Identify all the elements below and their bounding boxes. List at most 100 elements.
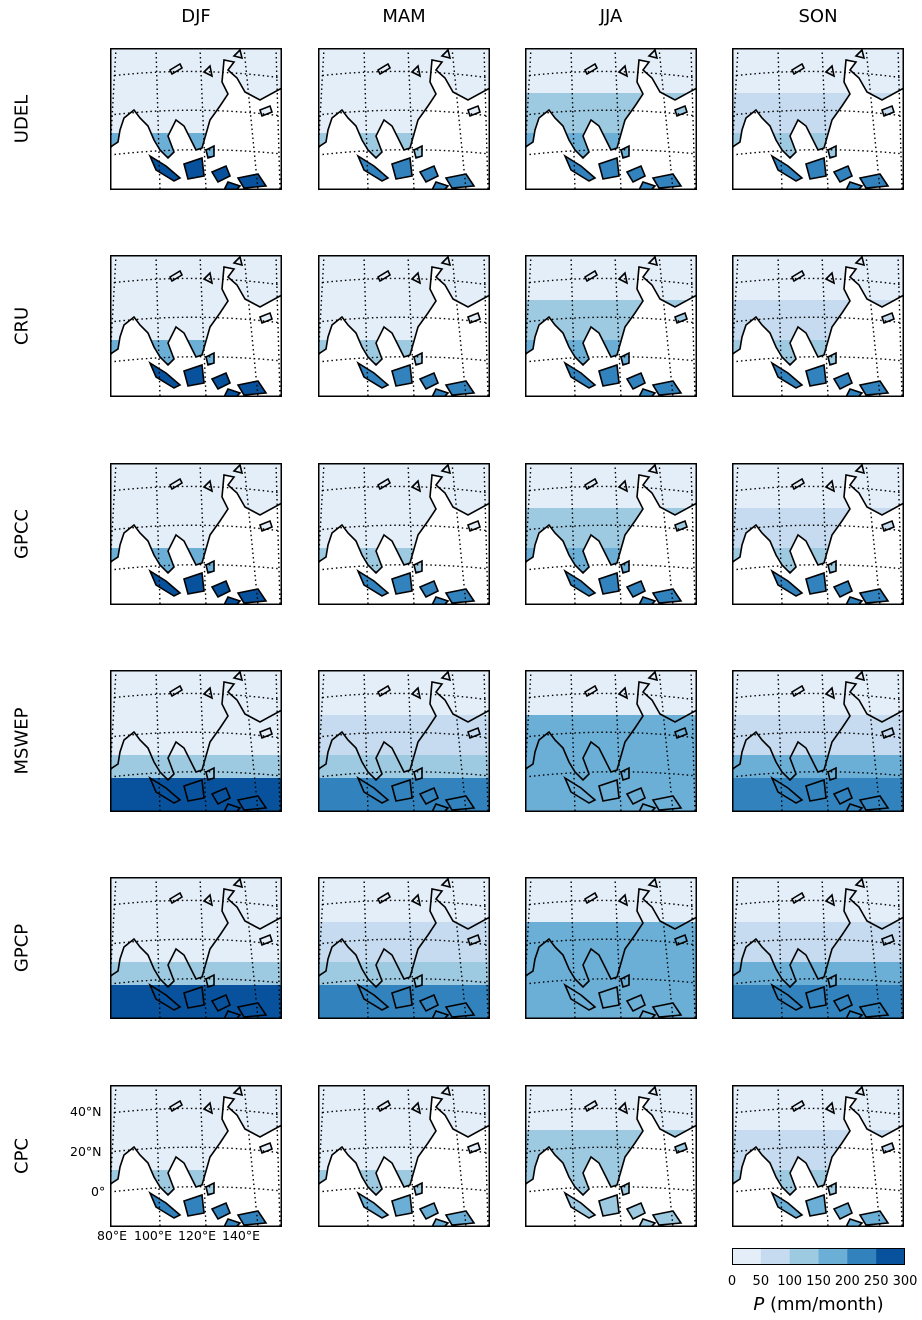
coastlines: [318, 670, 490, 812]
map-svg: [525, 877, 697, 1019]
precip-band-tropics: [318, 363, 490, 397]
precip-band-tropics: [732, 985, 904, 1019]
map-svg: [110, 255, 282, 397]
lon-tick-120e: 120°E: [178, 1228, 217, 1243]
precip-band-north: [110, 670, 282, 715]
coastlines: [318, 463, 490, 605]
colorbar-segment: [760, 1248, 790, 1265]
map-svg: [732, 463, 904, 605]
precip-band-north: [110, 48, 282, 93]
precip-band-tropics: [110, 985, 282, 1019]
precip-band-north: [525, 255, 697, 300]
map-svg: [732, 1085, 904, 1227]
map-panel-gpcc-son: [732, 463, 904, 605]
graticule: [110, 670, 282, 812]
precip-band-mid-north: [732, 715, 904, 755]
column-title-mam: MAM: [382, 6, 426, 27]
graticule: [732, 1085, 904, 1227]
colorbar-segment: [876, 1248, 905, 1265]
precip-band-subtropics: [110, 340, 282, 363]
map-panel-mswep-jja: [525, 670, 697, 812]
coastlines: [318, 48, 490, 190]
precip-band-north: [110, 463, 282, 508]
colorbar-segment: [847, 1248, 877, 1265]
coastlines: [110, 48, 282, 190]
precip-band-subtropics: [318, 340, 490, 363]
colorbar: [732, 1248, 905, 1265]
precip-band-north: [732, 255, 904, 300]
map-svg: [318, 1085, 490, 1227]
coastlines: [525, 1085, 697, 1227]
coastlines: [525, 877, 697, 1019]
precip-field: [732, 670, 904, 812]
precip-band-north: [110, 255, 282, 300]
precip-band-tropics: [110, 571, 282, 605]
map-svg: [110, 670, 282, 812]
map-panel-udel-son: [732, 48, 904, 190]
precip-band-tropics: [110, 778, 282, 812]
coastlines: [110, 255, 282, 397]
precip-band-subtropics: [732, 1170, 904, 1193]
map-panel-cpc-jja: [525, 1085, 697, 1227]
colorbar-segment: [732, 1248, 762, 1265]
graticule: [525, 877, 697, 1019]
precip-field: [732, 877, 904, 1019]
precip-field: [732, 463, 904, 605]
precip-band-north: [318, 48, 490, 93]
row-label-cru: CRU: [11, 306, 33, 346]
precip-band-north: [732, 463, 904, 508]
precip-band-subtropics: [525, 548, 697, 571]
colorbar-segment: [789, 1248, 819, 1265]
coastlines: [110, 463, 282, 605]
colorbar-label: P (mm/month): [732, 1294, 905, 1315]
precip-field: [110, 877, 282, 1019]
precip-field: [318, 670, 490, 812]
precip-band-tropics: [732, 778, 904, 812]
map-svg: [732, 255, 904, 397]
precip-band-subtropics: [525, 1170, 697, 1193]
precip-band-north: [732, 48, 904, 93]
precip-band-tropics: [110, 156, 282, 190]
map-panel-cru-jja: [525, 255, 697, 397]
precip-band-subtropics: [318, 962, 490, 985]
precip-band-subtropics: [110, 1170, 282, 1193]
precip-band-north: [110, 1085, 282, 1130]
map-panel-gpcc-djf: [110, 463, 282, 605]
precip-band-tropics: [525, 156, 697, 190]
precip-band-subtropics: [110, 962, 282, 985]
map-svg: [525, 463, 697, 605]
map-svg: [318, 255, 490, 397]
map-panel-gpcp-son: [732, 877, 904, 1019]
precip-band-north: [110, 877, 282, 922]
precip-band-subtropics: [732, 133, 904, 156]
precip-field: [318, 463, 490, 605]
precip-field: [525, 48, 697, 190]
lon-tick-80e: 80°E: [97, 1228, 128, 1243]
map-panel-cpc-son: [732, 1085, 904, 1227]
coastlines: [525, 255, 697, 397]
colorbar-segment: [818, 1248, 848, 1265]
precip-band-mid-north: [525, 922, 697, 962]
coastlines: [318, 255, 490, 397]
map-panel-mswep-son: [732, 670, 904, 812]
precip-band-mid-north: [732, 922, 904, 962]
graticule: [732, 255, 904, 397]
precip-field: [318, 255, 490, 397]
precip-band-tropics: [525, 985, 697, 1019]
row-label-gpcp: GPCP: [11, 923, 33, 973]
graticule: [732, 463, 904, 605]
precip-band-tropics: [110, 1193, 282, 1227]
precip-band-subtropics: [318, 755, 490, 778]
graticule: [318, 1085, 490, 1227]
row-label-mswep: MSWEP: [11, 707, 33, 775]
precip-field: [525, 670, 697, 812]
map-panel-udel-jja: [525, 48, 697, 190]
precip-band-mid-north: [318, 715, 490, 755]
colorbar-tick-label: 100: [777, 1274, 803, 1289]
coastlines: [732, 670, 904, 812]
lon-tick-140e: 140°E: [222, 1228, 261, 1243]
map-svg: [110, 48, 282, 190]
precip-field: [732, 48, 904, 190]
colorbar-label-unit: (mm/month): [764, 1294, 884, 1315]
column-title-son: SON: [798, 6, 838, 27]
